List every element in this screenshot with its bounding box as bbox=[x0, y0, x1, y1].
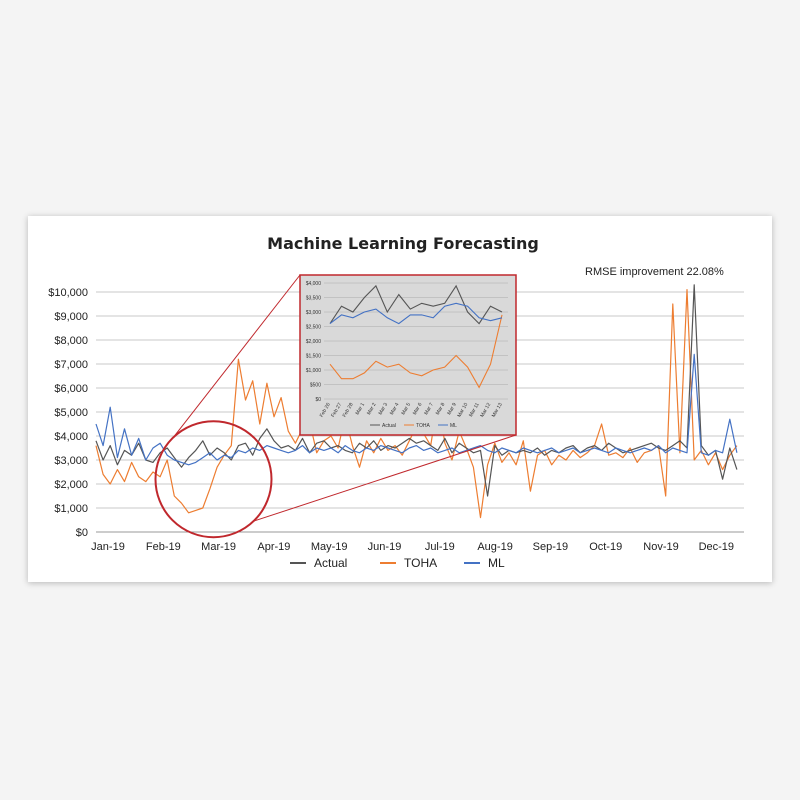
inset-frame bbox=[299, 274, 517, 436]
inset-x-tick-label: Mar 9 bbox=[446, 402, 458, 416]
inset-x-tick-label: Mar 4 bbox=[389, 402, 401, 416]
x-tick-label: Sep-19 bbox=[533, 541, 568, 553]
inset-y-tick-label: $3,000 bbox=[306, 310, 322, 316]
y-tick-label: $5,000 bbox=[54, 407, 88, 419]
inset-y-tick-label: $1,500 bbox=[306, 354, 322, 360]
inset-legend-label: TOHA bbox=[416, 423, 430, 429]
highlight-circle bbox=[154, 420, 273, 539]
inset-y-tick-label: $3,500 bbox=[306, 296, 322, 302]
inset-x-tick-label: Mar 7 bbox=[423, 402, 435, 416]
inset-x-tick-label: Mar 6 bbox=[412, 402, 424, 416]
x-tick-label: Apr-19 bbox=[257, 541, 290, 553]
x-tick-label: Aug-19 bbox=[477, 541, 512, 553]
y-tick-label: $2,000 bbox=[54, 479, 88, 491]
inset-x-tick-label: Mar 5 bbox=[400, 402, 412, 416]
x-tick-label: Dec-19 bbox=[699, 541, 734, 553]
inset-y-tick-label: $2,000 bbox=[306, 339, 322, 345]
inset-y-tick-label: $0 bbox=[315, 397, 321, 403]
inset-y-tick-label: $1,000 bbox=[306, 368, 322, 374]
y-tick-label: $1,000 bbox=[54, 503, 88, 515]
x-axis-ticks: Jan-19 Feb-19 Mar-19 Apr-19 May-19 Jun-19 Jul-… bbox=[91, 541, 734, 553]
inset-series-line-ml bbox=[329, 302, 503, 325]
y-tick-label: $7,000 bbox=[54, 359, 88, 371]
y-tick-label: $10,000 bbox=[48, 287, 88, 299]
x-tick-label: Jul-19 bbox=[425, 541, 455, 553]
inset-legend-label: ML bbox=[450, 423, 457, 429]
legend-label-actual: Actual bbox=[314, 556, 347, 570]
x-tick-label: May-19 bbox=[311, 541, 348, 553]
x-tick-label: Nov-19 bbox=[643, 541, 678, 553]
x-tick-label: Feb-19 bbox=[146, 541, 181, 553]
series-line-ml bbox=[95, 353, 738, 466]
inset-series-line-toha bbox=[329, 314, 503, 389]
chart-card: Machine Learning Forecasting RMSE improv… bbox=[28, 216, 772, 582]
y-tick-label: $3,000 bbox=[54, 455, 88, 467]
x-tick-label: Mar-19 bbox=[201, 541, 236, 553]
series-line-actual bbox=[95, 284, 738, 497]
y-tick-label: $8,000 bbox=[54, 335, 88, 347]
x-tick-label: Oct-19 bbox=[589, 541, 622, 553]
y-tick-label: $0 bbox=[76, 527, 88, 539]
y-tick-label: $4,000 bbox=[54, 431, 88, 443]
inset-y-tick-label: $2,500 bbox=[306, 325, 322, 331]
chart-title: Machine Learning Forecasting bbox=[267, 234, 539, 253]
y-tick-label: $9,000 bbox=[54, 311, 88, 323]
inset-x-tick-label: Mar 3 bbox=[377, 402, 389, 416]
y-axis-ticks: $0 $1,000 $2,000 $3,000 $4,000 $5,000 $6,000 $7… bbox=[48, 287, 88, 539]
zoom-connector-lines bbox=[173, 274, 517, 522]
inset-legend-label: Actual bbox=[382, 423, 396, 429]
inset-chart: $0 $500 $1,000 $1,500 $2,000 $2,500 $3,000 $3,5… bbox=[299, 274, 517, 436]
x-tick-label: Jan-19 bbox=[91, 541, 125, 553]
forecast-chart: Machine Learning Forecasting RMSE improv… bbox=[48, 234, 744, 570]
x-tick-label: Jun-19 bbox=[368, 541, 402, 553]
inset-y-tick-label: $4,000 bbox=[306, 281, 322, 287]
inset-x-tick-label: Mar 8 bbox=[435, 402, 447, 416]
rmse-annotation: RMSE improvement 22.08% bbox=[585, 266, 724, 278]
legend-label-toha: TOHA bbox=[404, 556, 437, 570]
inset-x-tick-label: Mar 2 bbox=[366, 402, 378, 416]
inset-x-tick-label: Mar 1 bbox=[355, 402, 367, 416]
legend: Actual TOHA ML bbox=[290, 556, 505, 570]
inset-series-line-actual bbox=[329, 284, 503, 325]
legend-label-ml: ML bbox=[488, 556, 505, 570]
inset-y-tick-label: $500 bbox=[310, 383, 321, 389]
y-tick-label: $6,000 bbox=[54, 383, 88, 395]
